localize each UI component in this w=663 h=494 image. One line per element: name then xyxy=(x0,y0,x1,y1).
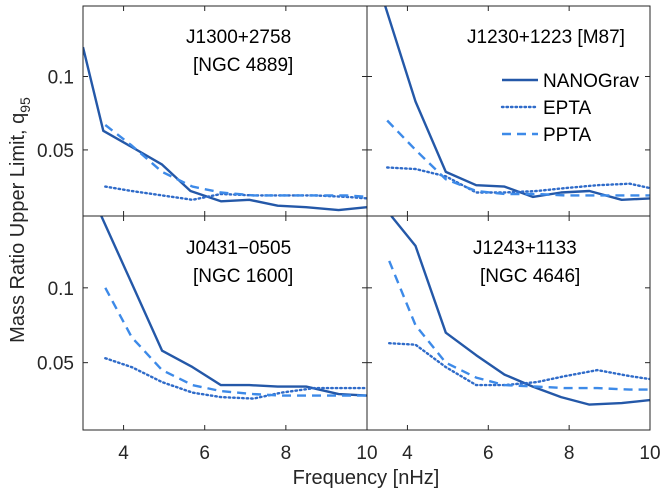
legend-label-nanograv: NANOGrav xyxy=(543,71,640,92)
panel-label-name: J1300+2758 xyxy=(186,27,291,48)
x-tick-label: 6 xyxy=(483,443,494,464)
series-line-ppta xyxy=(104,124,367,199)
y-axis-title: Mass Ratio Upper Limit, q95 xyxy=(7,97,33,343)
panel-label-name: J1243+1133 xyxy=(473,238,577,259)
legend: NANOGrav EPTA PPTA xyxy=(500,71,640,146)
panel-4: 4 6 8 10 J1243+1133 [NGC 4646] xyxy=(366,215,661,464)
series-line-ppta xyxy=(388,260,650,391)
panel-label-name: J1230+1223 [M87] xyxy=(467,27,625,48)
legend-label-epta: EPTA xyxy=(543,98,592,119)
x-axis-title: Frequency [nHz] xyxy=(293,467,440,489)
x-tick-label: 6 xyxy=(199,443,210,464)
series-line-nanograv xyxy=(83,46,367,212)
panel-label-galaxy: [NGC 4646] xyxy=(480,266,580,287)
y-tick-label: 0.1 xyxy=(48,67,74,88)
series-line-epta xyxy=(388,342,650,387)
series-line-ppta xyxy=(386,119,650,197)
series-line-epta xyxy=(104,357,367,400)
x-tick-label: 8 xyxy=(281,443,292,464)
y-tick-label: 0.05 xyxy=(37,141,74,162)
series-line-ppta xyxy=(104,287,367,397)
panel-2: J1230+1223 [M87] xyxy=(366,5,651,217)
panel-frame xyxy=(366,215,651,431)
x-tick-label: 4 xyxy=(118,443,129,464)
panel-label-galaxy: [NGC 4889] xyxy=(193,55,293,76)
series-line-nanograv xyxy=(100,216,367,397)
x-tick-label: 10 xyxy=(639,443,660,464)
y-axis-title-subscript: 95 xyxy=(17,97,33,113)
panel-label-galaxy: [NGC 1600] xyxy=(193,266,293,287)
plot-layer: 0.05 0.1 J1300+2758 [NGC 4889] J1230+1223 [M… xyxy=(37,5,661,464)
panel-1: 0.05 0.1 J1300+2758 [NGC 4889] xyxy=(37,5,368,217)
legend-label-ppta: PPTA xyxy=(543,125,592,146)
x-tick-label: 10 xyxy=(356,443,377,464)
panel-3: 0.05 0.1 4 6 8 10 J0431−0505 [NGC 1600] xyxy=(37,215,378,464)
x-tick-label: 8 xyxy=(564,443,575,464)
y-tick-label: 0.1 xyxy=(48,279,74,300)
series-line-epta xyxy=(386,166,650,194)
panel-label-name: J0431−0505 xyxy=(186,238,291,259)
x-tick-label: 4 xyxy=(402,443,413,464)
y-tick-label: 0.05 xyxy=(37,354,74,375)
series-line-nanograv xyxy=(390,216,650,406)
y-axis-title-main: Mass Ratio Upper Limit, q xyxy=(7,113,29,343)
